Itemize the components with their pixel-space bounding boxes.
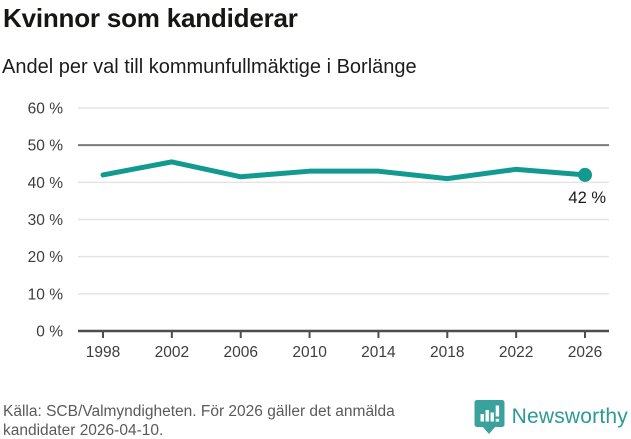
x-tick-label: 2014	[361, 344, 396, 361]
data-line	[100, 159, 588, 182]
source-note: Källa: SCB/Valmyndigheten. För 2026 gäll…	[3, 402, 473, 439]
x-tick-label: 2022	[499, 344, 533, 361]
source-note-line1: Källa: SCB/Valmyndigheten. För 2026 gäll…	[3, 403, 395, 420]
chart-title: Kvinnor som kandiderar	[3, 3, 298, 33]
y-tick-label: 60 %	[28, 101, 64, 118]
y-tick-label: 50 %	[28, 138, 64, 155]
newsworthy-logo-icon	[474, 399, 505, 434]
y-tick-label: 30 %	[28, 212, 64, 229]
newsworthy-brand: Newsworthy	[474, 399, 628, 434]
x-tick-label: 2010	[292, 344, 327, 361]
x-tick-label: 2026	[568, 344, 602, 361]
x-tick-label: 2006	[223, 344, 257, 361]
y-tick-label: 20 %	[28, 249, 64, 266]
x-tick-label: 2018	[430, 344, 464, 361]
x-tick-label: 2002	[155, 344, 189, 361]
chart-subtitle: Andel per val till kommunfullmäktige i B…	[2, 56, 417, 78]
source-note-line2: kandidater 2026-04-10.	[3, 422, 164, 439]
end-value-label: 42 %	[568, 189, 606, 207]
newsworthy-brand-name: Newsworthy	[511, 404, 628, 428]
y-tick-label: 10 %	[28, 286, 64, 303]
x-tick-label: 1998	[86, 344, 120, 361]
data-point-last	[578, 167, 592, 182]
y-tick-label: 40 %	[28, 175, 64, 192]
y-tick-label: 0 %	[36, 324, 63, 341]
